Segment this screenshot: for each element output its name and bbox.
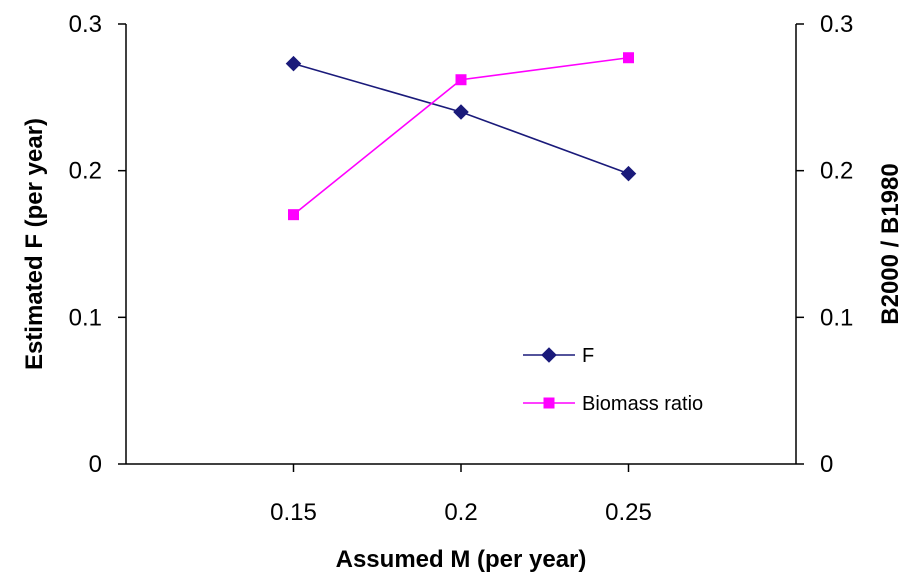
legend-label-f: F — [582, 345, 594, 367]
legend-marker-f — [541, 347, 557, 363]
right-y-tick-label: 0.1 — [820, 304, 853, 331]
right-y-tick-label: 0.3 — [820, 11, 853, 38]
legend-label-biomass: Biomass ratio — [582, 393, 703, 415]
legend-marker-biomass — [543, 397, 555, 409]
legend: F Biomass ratio — [523, 345, 703, 415]
right-y-tick-label: 0 — [820, 451, 833, 478]
left-y-tick-label: 0.1 — [69, 304, 102, 331]
left-y-tick-label: 0 — [89, 451, 102, 478]
left-y-tick-label: 0.2 — [69, 158, 102, 185]
series-point-1 — [623, 52, 634, 64]
x-tick-label: 0.25 — [605, 499, 652, 526]
series-point-0 — [453, 104, 469, 120]
x-axis-title: Assumed M (per year) — [336, 546, 587, 573]
series-point-1 — [455, 74, 467, 86]
x-ticks: 0.15 0.2 0.25 — [270, 464, 652, 526]
y-axis-title: Estimated F (per year) — [21, 118, 48, 370]
series-layer — [285, 52, 637, 221]
x-tick-label: 0.2 — [444, 499, 477, 526]
left-y-tick-label: 0.3 — [69, 11, 102, 38]
y2-axis-title: B2000 / B1980 — [877, 163, 904, 324]
series-point-0 — [620, 165, 637, 182]
right-y-ticks: 0 0.1 0.2 0.3 — [796, 11, 853, 478]
series-point-0 — [285, 55, 302, 72]
right-y-tick-label: 0.2 — [820, 158, 853, 185]
series-point-1 — [288, 209, 299, 221]
left-y-ticks: 0 0.1 0.2 0.3 — [69, 11, 126, 478]
x-tick-label: 0.15 — [270, 499, 317, 526]
